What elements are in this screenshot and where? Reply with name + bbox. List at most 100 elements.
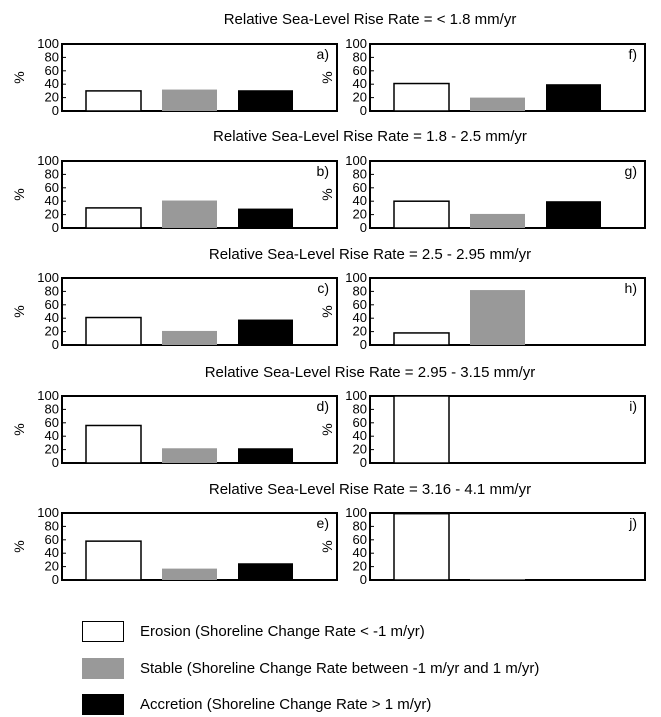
- y-tick-label: 80: [45, 166, 59, 181]
- erosion-bar: [85, 316, 142, 346]
- y-tick-label: 100: [345, 270, 367, 285]
- y-tick-label: 20: [45, 559, 59, 574]
- y-tick-label: 100: [37, 388, 59, 403]
- y-tick-label: 80: [353, 518, 367, 533]
- y-tick-label: 100: [37, 505, 59, 520]
- y-tick-label: 40: [353, 428, 367, 443]
- y-tick-label: 20: [353, 207, 367, 222]
- stable-bar: [162, 330, 217, 345]
- erosion-bar: [393, 512, 450, 581]
- y-tick-label: 100: [345, 505, 367, 520]
- y-axis-label: %: [11, 188, 27, 200]
- y-tick-label: 100: [345, 36, 367, 51]
- accretion-bar: [238, 448, 293, 463]
- row-title: Relative Sea-Level Rise Rate = 2.95 - 3.…: [205, 364, 536, 381]
- accretion-bar: [546, 84, 601, 111]
- erosion-bar: [85, 424, 142, 464]
- y-tick-label: 60: [353, 63, 367, 78]
- y-tick-label: 80: [45, 518, 59, 533]
- y-tick-label: 60: [45, 180, 59, 195]
- stable-bar: [470, 97, 525, 111]
- row-title: Relative Sea-Level Rise Rate = 2.5 - 2.9…: [209, 246, 531, 263]
- y-tick-label: 40: [45, 545, 59, 560]
- y-tick-label: 100: [345, 153, 367, 168]
- y-tick-label: 60: [353, 297, 367, 312]
- y-tick-label: 20: [45, 324, 59, 339]
- panel-label: f): [628, 46, 637, 62]
- y-tick-label: 20: [45, 207, 59, 222]
- panel-label: a): [317, 46, 329, 62]
- y-tick-label: 60: [45, 415, 59, 430]
- erosion-bar: [85, 90, 142, 112]
- row-title: Relative Sea-Level Rise Rate = 3.16 - 4.…: [209, 481, 531, 498]
- y-tick-label: 80: [45, 283, 59, 298]
- accretion-bar: [238, 563, 293, 580]
- y-tick-label: 20: [353, 442, 367, 457]
- panel-label: d): [317, 398, 329, 414]
- accretion-bar: [546, 201, 601, 228]
- y-tick-label: 20: [45, 90, 59, 105]
- erosion-bar: [393, 200, 450, 229]
- panel-label: e): [317, 515, 329, 531]
- y-tick-label: 0: [52, 103, 59, 118]
- panel-label: j): [628, 515, 637, 531]
- y-tick-label: 40: [45, 193, 59, 208]
- y-tick-label: 0: [52, 337, 59, 352]
- y-tick-label: 40: [45, 76, 59, 91]
- y-tick-label: 60: [45, 63, 59, 78]
- erosion-legend-label: Erosion (Shoreline Change Rate < -1 m/yr…: [140, 623, 425, 640]
- legend-item-accretion: Accretion (Shoreline Change Rate > 1 m/y…: [82, 693, 652, 717]
- accretion-bar: [238, 90, 293, 111]
- y-tick-label: 40: [353, 310, 367, 325]
- y-tick-label: 100: [345, 388, 367, 403]
- y-tick-label: 80: [353, 283, 367, 298]
- y-tick-label: 20: [45, 442, 59, 457]
- y-tick-label: 40: [353, 76, 367, 91]
- y-tick-label: 60: [45, 532, 59, 547]
- y-tick-label: 80: [45, 49, 59, 64]
- erosion-bar: [393, 395, 450, 464]
- y-tick-label: 0: [360, 572, 367, 587]
- y-axis-label: %: [11, 305, 27, 317]
- panel-label: i): [629, 398, 637, 414]
- y-tick-label: 0: [360, 455, 367, 470]
- erosion-bar: [393, 82, 450, 112]
- stable-bar: [162, 200, 217, 228]
- stable-legend-label: Stable (Shoreline Change Rate between -1…: [140, 660, 540, 677]
- erosion-bar: [85, 207, 142, 229]
- y-tick-label: 60: [353, 180, 367, 195]
- y-axis-label: %: [319, 71, 335, 83]
- y-tick-label: 0: [360, 337, 367, 352]
- erosion-bar: [85, 540, 142, 581]
- accretion-legend-label: Accretion (Shoreline Change Rate > 1 m/y…: [140, 696, 432, 713]
- stable-swatch: [82, 658, 124, 679]
- y-tick-label: 40: [45, 310, 59, 325]
- y-tick-label: 80: [353, 401, 367, 416]
- y-tick-label: 80: [45, 401, 59, 416]
- row-title: Relative Sea-Level Rise Rate = < 1.8 mm/…: [224, 11, 517, 28]
- erosion-bar: [393, 332, 450, 346]
- y-tick-label: 20: [353, 559, 367, 574]
- y-axis-label: %: [319, 423, 335, 435]
- row-title: Relative Sea-Level Rise Rate = 1.8 - 2.5…: [213, 128, 527, 145]
- y-tick-label: 100: [37, 153, 59, 168]
- y-tick-label: 40: [353, 545, 367, 560]
- panel-label: h): [625, 280, 637, 296]
- y-tick-label: 20: [353, 90, 367, 105]
- accretion-bar: [238, 208, 293, 228]
- stable-bar: [162, 448, 217, 463]
- accretion-swatch: [82, 694, 124, 715]
- y-tick-label: 0: [360, 220, 367, 235]
- y-axis-label: %: [319, 540, 335, 552]
- stable-bar: [162, 89, 217, 111]
- panel-label: c): [317, 280, 329, 296]
- y-tick-label: 60: [353, 532, 367, 547]
- stable-bar: [470, 213, 525, 228]
- panel-label: b): [317, 163, 329, 179]
- erosion-swatch: [82, 621, 124, 642]
- y-axis-label: %: [11, 423, 27, 435]
- legend-item-stable: Stable (Shoreline Change Rate between -1…: [82, 657, 652, 681]
- y-tick-label: 0: [52, 220, 59, 235]
- y-tick-label: 80: [353, 49, 367, 64]
